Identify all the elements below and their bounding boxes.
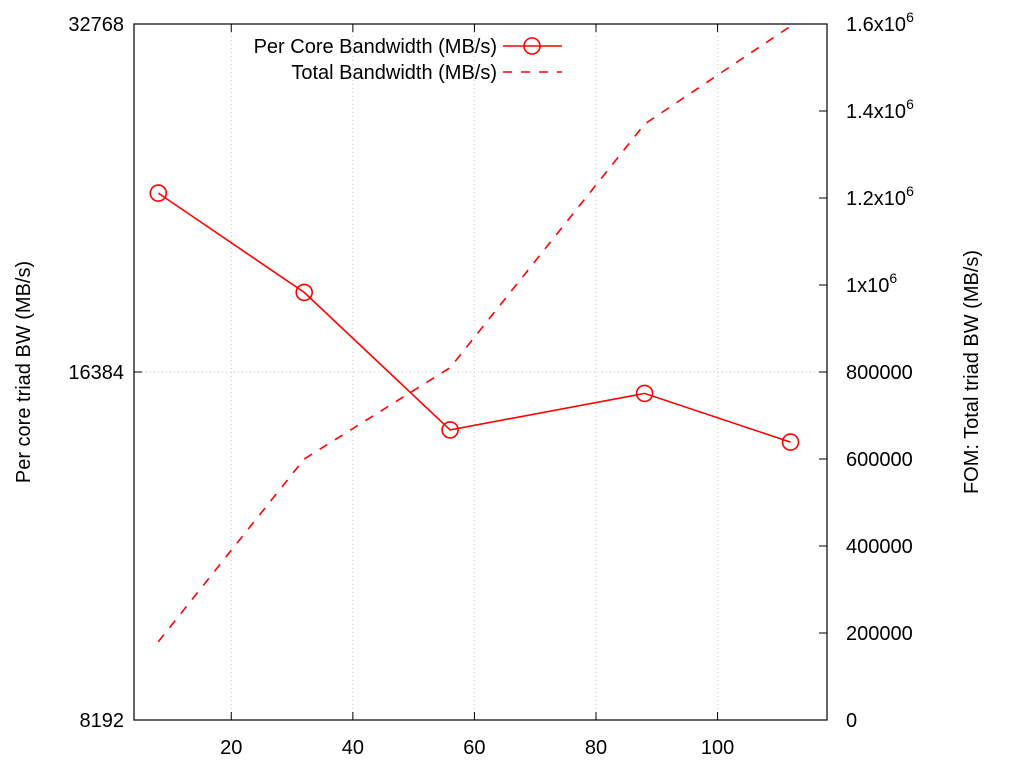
x-tick-label: 40 bbox=[342, 737, 364, 759]
y2-tick-exponent: 6 bbox=[906, 96, 914, 112]
per-core-bandwidth-point bbox=[635, 384, 654, 403]
y2-axis-title: FOM: Total triad BW (MB/s) bbox=[961, 250, 983, 494]
per-core-bandwidth-point bbox=[441, 421, 459, 439]
y-axis-title: Per core triad BW (MB/s) bbox=[13, 261, 35, 483]
y-tick-label: 8192 bbox=[80, 710, 125, 732]
per-core-bandwidth-point bbox=[295, 283, 314, 302]
y-tick-label: 16384 bbox=[68, 362, 124, 384]
y2-tick-base: 800000 bbox=[846, 362, 913, 384]
x-tick-label: 60 bbox=[463, 737, 485, 759]
y2-tick-base: 1.2x10 bbox=[846, 188, 906, 210]
y2-tick-base: 600000 bbox=[846, 449, 913, 471]
y2-tick-base: 1.4x10 bbox=[846, 101, 906, 123]
y2-tick-label: 200000 bbox=[846, 623, 913, 645]
y-tick-label: 32768 bbox=[68, 14, 124, 36]
y2-tick-base: 0 bbox=[846, 710, 857, 732]
y2-tick-base: 1.6x10 bbox=[846, 14, 906, 36]
legend-marker-per-core bbox=[523, 37, 541, 55]
y2-tick-base: 400000 bbox=[846, 536, 913, 558]
y2-tick-label: 1.4x106 bbox=[846, 96, 914, 123]
per-core-bandwidth-point bbox=[781, 433, 800, 451]
y2-tick-label: 1x106 bbox=[846, 270, 897, 297]
y2-tick-base: 200000 bbox=[846, 623, 913, 645]
legend: Per Core Bandwidth (MB/s) Total Bandwidt… bbox=[254, 36, 562, 84]
x-tick-label: 20 bbox=[220, 737, 242, 759]
y2-tick-exponent: 6 bbox=[906, 183, 914, 199]
y2-tick-label: 1.6x106 bbox=[846, 9, 914, 36]
legend-label-per-core: Per Core Bandwidth (MB/s) bbox=[254, 36, 497, 58]
per-core-bandwidth-point bbox=[149, 184, 168, 202]
y2-tick-label: 400000 bbox=[846, 536, 913, 558]
legend-label-total: Total Bandwidth (MB/s) bbox=[291, 62, 497, 84]
per-core-bandwidth-line bbox=[157, 192, 791, 443]
y2-tick-label: 0 bbox=[846, 710, 857, 732]
axis-ticks: 20 40 60 80 100 8192 16384 32768 0 200000 400000 60… bbox=[68, 9, 914, 759]
x-tick-label: 80 bbox=[585, 737, 607, 759]
y2-tick-base: 1x10 bbox=[846, 275, 889, 297]
y2-tick-exponent: 6 bbox=[906, 9, 914, 25]
y2-tick-label: 1.2x106 bbox=[846, 183, 914, 210]
series-layer bbox=[149, 25, 800, 643]
grid-lines bbox=[134, 24, 827, 720]
total-bandwidth-line bbox=[157, 25, 791, 643]
y2-tick-exponent: 6 bbox=[889, 270, 897, 286]
y2-tick-label: 600000 bbox=[846, 449, 913, 471]
y2-tick-label: 800000 bbox=[846, 362, 913, 384]
x-tick-label: 100 bbox=[701, 737, 734, 759]
plot-frame bbox=[133, 23, 828, 721]
